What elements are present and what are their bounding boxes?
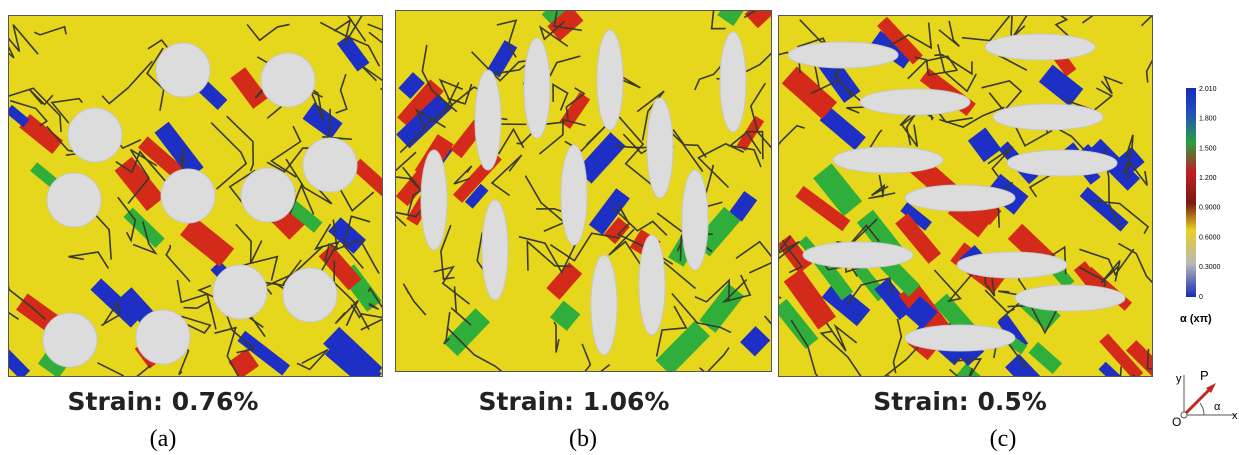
inclusion — [905, 185, 1015, 211]
angle-label: α — [1214, 401, 1221, 413]
colorbar-tick: 1.800 — [1199, 116, 1217, 123]
inclusion — [957, 252, 1067, 278]
inclusion — [43, 313, 97, 367]
inclusion — [283, 268, 337, 322]
simulation-panel — [0, 12, 397, 390]
inclusion — [156, 43, 210, 97]
inclusion — [136, 310, 190, 364]
inclusion — [161, 169, 215, 223]
axes-icon: y P O α x — [1172, 368, 1238, 429]
figure: Strain: 0.76% Strain: 1.06% Strain: 0.5%… — [0, 0, 1239, 455]
inclusion — [1007, 150, 1117, 176]
inclusion — [475, 70, 501, 170]
inclusion — [788, 42, 898, 68]
axis-label: y — [1176, 373, 1182, 385]
caption: Strain: 1.06% — [479, 387, 670, 416]
colorbar-title: α (xπ) — [1180, 313, 1212, 325]
colorbar-tick: 0.3000 — [1199, 264, 1221, 271]
inclusion — [720, 32, 746, 132]
inclusion — [303, 138, 357, 192]
inclusion — [597, 30, 623, 130]
inclusion — [647, 98, 673, 198]
inclusion — [905, 325, 1015, 351]
inclusion — [68, 108, 122, 162]
inclusion — [261, 53, 315, 107]
colorbar-tick: 1.500 — [1199, 145, 1217, 152]
axis-label: x — [1232, 410, 1238, 422]
inclusion — [561, 145, 587, 245]
colorbar-tick: 2.010 — [1199, 86, 1217, 93]
simulation-panel — [720, 0, 1183, 430]
colorbar — [1186, 88, 1196, 297]
inclusion — [639, 235, 665, 335]
inclusion — [985, 34, 1095, 60]
inclusion — [421, 150, 447, 250]
colorbar-tick: 1.200 — [1199, 175, 1217, 182]
panel-label: (b) — [569, 426, 597, 452]
panel-label: (a) — [150, 426, 177, 452]
panel-label: (c) — [990, 426, 1017, 452]
origin-label: O — [1172, 415, 1181, 429]
inclusion — [241, 168, 295, 222]
colorbar-tick: 0 — [1199, 294, 1203, 301]
inclusion — [803, 242, 913, 268]
inclusion — [682, 170, 708, 270]
caption: Strain: 0.76% — [68, 387, 259, 416]
inclusion — [482, 200, 508, 300]
vector-label: P — [1200, 368, 1209, 383]
simulation-panel — [358, 0, 800, 410]
colorbar-tick: 0.6000 — [1199, 234, 1221, 241]
caption: Strain: 0.5% — [873, 387, 1047, 416]
inclusion — [1015, 285, 1125, 311]
inclusion — [213, 265, 267, 319]
inclusion — [591, 255, 617, 355]
inclusion — [47, 173, 101, 227]
inclusion — [860, 89, 970, 115]
colorbar-tick: 0.9000 — [1199, 205, 1221, 212]
inclusion — [833, 147, 943, 173]
inclusion — [524, 38, 550, 138]
inclusion — [993, 104, 1103, 130]
